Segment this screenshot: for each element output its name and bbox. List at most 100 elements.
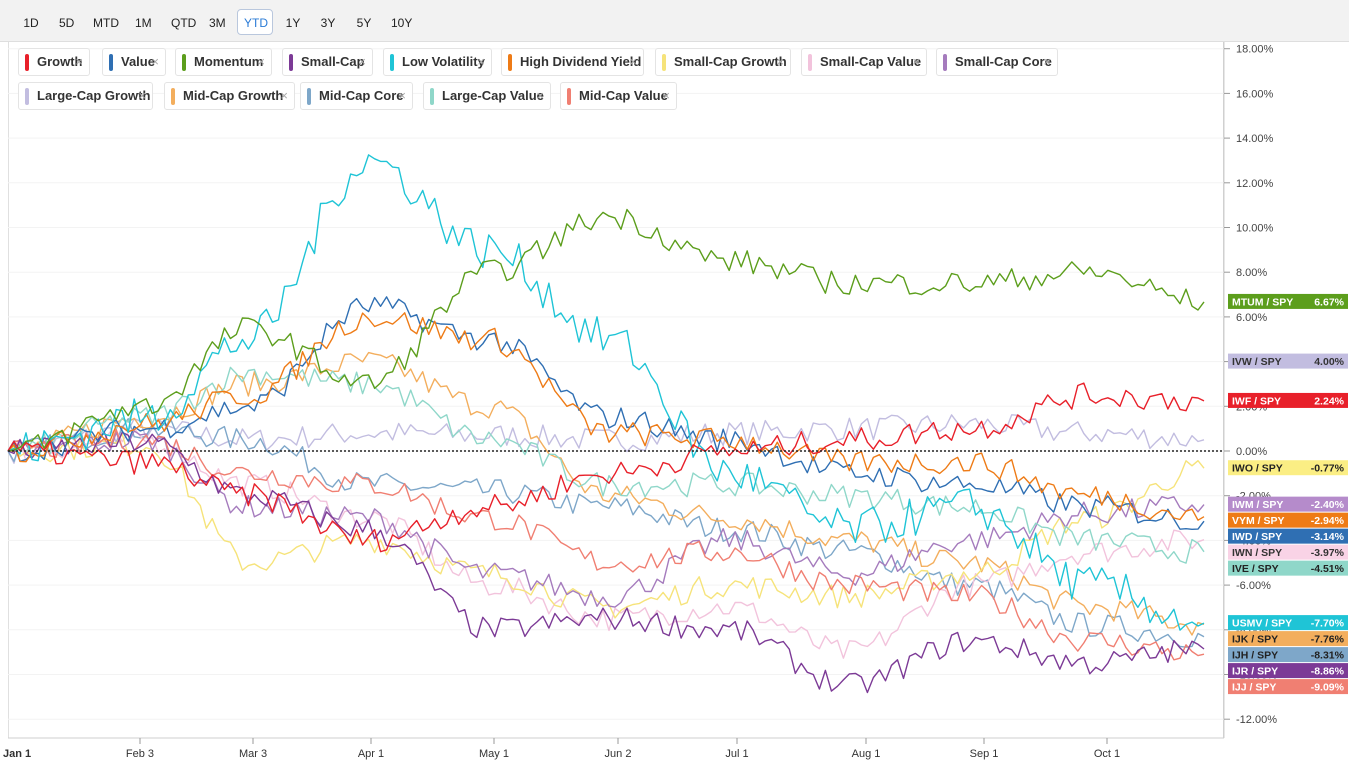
legend-item-value[interactable]: Value × xyxy=(102,48,166,76)
end-label-bg xyxy=(1228,496,1348,512)
series-end-labels: MTUM / SPY 6.67% IVW / SPY 4.00% IWF / SPY 2.… xyxy=(1228,293,1348,695)
range-button-10y[interactable]: 10Y xyxy=(391,16,413,30)
series-line-value xyxy=(7,296,1205,530)
legend-label: Mid-Cap Growth xyxy=(183,88,284,103)
range-button-1m[interactable]: 1M xyxy=(135,16,152,30)
range-button-1y[interactable]: 1Y xyxy=(285,16,301,30)
series-line-low-volatility xyxy=(7,154,1205,631)
close-icon[interactable]: × xyxy=(477,54,485,69)
range-button-1d[interactable]: 1D xyxy=(23,16,39,30)
end-label-ticker: IWM / SPY xyxy=(1232,499,1283,511)
close-icon[interactable]: × xyxy=(662,88,670,103)
legend-swatch xyxy=(25,54,29,71)
close-icon[interactable]: × xyxy=(912,54,920,69)
series-line-mid-cap-core xyxy=(7,417,1205,648)
series-line-small-cap xyxy=(7,431,1205,694)
legend-item-momentum[interactable]: Momentum × xyxy=(175,48,272,76)
series-line-mid-cap-growth xyxy=(7,351,1205,636)
legend-label: Large-Cap Growth xyxy=(37,88,151,103)
end-label-value: 6.67% xyxy=(1314,296,1344,308)
legend-label: Growth xyxy=(37,54,83,69)
legend-item-small-cap-growth[interactable]: Small-Cap Growth × xyxy=(655,48,791,76)
end-label-value: 2.24% xyxy=(1314,395,1344,407)
legend-label: Value xyxy=(121,54,155,69)
series-line-small-cap-value xyxy=(7,427,1205,659)
legend-label: High Dividend Yield xyxy=(520,54,642,69)
legend-item-mid-cap-value[interactable]: Mid-Cap Value × xyxy=(560,82,677,110)
end-label-ticker: IJR / SPY xyxy=(1232,666,1278,678)
end-label-value: -3.14% xyxy=(1311,531,1345,543)
end-label-value: -4.51% xyxy=(1311,563,1345,575)
close-icon[interactable]: × xyxy=(257,54,265,69)
series-line-growth xyxy=(7,382,1205,553)
legend-label: Small-Cap xyxy=(301,54,365,69)
legend-swatch xyxy=(289,54,293,71)
end-label-bg xyxy=(1228,512,1348,528)
chart-grid xyxy=(8,48,1224,720)
end-label-value: -3.97% xyxy=(1311,547,1345,559)
end-label-bg xyxy=(1228,460,1348,476)
y-tick-label: 14.00% xyxy=(1236,133,1274,145)
end-label-mtum: MTUM / SPY 6.67% xyxy=(1228,293,1348,309)
legend-swatch xyxy=(182,54,186,71)
end-label-bg xyxy=(1228,353,1348,369)
range-button-mtd[interactable]: MTD xyxy=(93,16,119,30)
close-icon[interactable]: × xyxy=(75,54,83,69)
legend-item-growth[interactable]: Growth × xyxy=(18,48,90,76)
series-line-small-cap-core xyxy=(7,430,1205,608)
legend-item-low-volatility[interactable]: Low Volatility × xyxy=(383,48,492,76)
end-label-bg xyxy=(1228,293,1348,309)
end-label-ticker: IJJ / SPY xyxy=(1232,682,1276,694)
x-tick-label: Jul 1 xyxy=(725,748,748,760)
range-button-5d[interactable]: 5D xyxy=(59,16,75,30)
range-button-ytd[interactable]: YTD xyxy=(237,9,273,35)
legend-label: Mid-Cap Core xyxy=(319,88,404,103)
x-tick-label: May 1 xyxy=(479,748,509,760)
series-line-large-cap-growth xyxy=(7,414,1205,464)
close-icon[interactable]: × xyxy=(629,54,637,69)
legend-label: Low Volatility xyxy=(402,54,485,69)
legend-item-large-cap-value[interactable]: Large-Cap Value × xyxy=(423,82,551,110)
y-tick-label: 6.00% xyxy=(1236,312,1267,324)
end-label-bg xyxy=(1228,392,1348,408)
range-button-qtd[interactable]: QTD xyxy=(171,16,197,30)
close-icon[interactable]: × xyxy=(151,54,159,69)
close-icon[interactable]: × xyxy=(138,88,146,103)
legend-swatch xyxy=(171,88,175,105)
legend-item-high-dividend-yield[interactable]: High Dividend Yield × xyxy=(501,48,644,76)
end-label-ijj: IJJ / SPY -9.09% xyxy=(1228,679,1348,695)
close-icon[interactable]: × xyxy=(536,88,544,103)
close-icon[interactable]: × xyxy=(398,88,406,103)
legend-item-large-cap-growth[interactable]: Large-Cap Growth × xyxy=(18,82,153,110)
close-icon[interactable]: × xyxy=(776,54,784,69)
range-button-5y[interactable]: 5Y xyxy=(356,16,372,30)
legend-item-small-cap-core[interactable]: Small-Cap Core × xyxy=(936,48,1058,76)
legend-swatch xyxy=(808,54,812,71)
series-layer xyxy=(7,154,1205,694)
legend-item-mid-cap-growth[interactable]: Mid-Cap Growth × xyxy=(164,82,295,110)
legend-swatch xyxy=(662,54,666,71)
close-icon[interactable]: × xyxy=(280,88,288,103)
series-line-momentum xyxy=(7,208,1205,452)
x-tick-label: Aug 1 xyxy=(852,748,881,760)
x-tick-label: Oct 1 xyxy=(1094,748,1120,760)
x-tick-label: Jan 1 xyxy=(3,748,31,760)
legend-item-small-cap[interactable]: Small-Cap × xyxy=(282,48,373,76)
y-tick-label: 12.00% xyxy=(1236,178,1274,190)
close-icon[interactable]: × xyxy=(1043,54,1051,69)
end-label-ticker: IWN / SPY xyxy=(1232,547,1282,559)
legend-item-small-cap-value[interactable]: Small-Cap Value × xyxy=(801,48,927,76)
end-label-value: -7.70% xyxy=(1311,618,1345,630)
legend-item-mid-cap-core[interactable]: Mid-Cap Core × xyxy=(300,82,413,110)
end-label-bg xyxy=(1228,560,1348,576)
y-tick-label: -6.00% xyxy=(1236,580,1271,592)
range-button-3y[interactable]: 3Y xyxy=(320,16,336,30)
legend-label: Small-Cap Value xyxy=(820,54,922,69)
range-button-3m[interactable]: 3M xyxy=(209,16,226,30)
end-label-bg xyxy=(1228,528,1348,544)
y-tick-label: -12.00% xyxy=(1236,714,1277,726)
y-tick-label: 10.00% xyxy=(1236,223,1274,235)
close-icon[interactable]: × xyxy=(358,54,366,69)
end-label-iwm: IWM / SPY -2.40% xyxy=(1228,496,1348,512)
